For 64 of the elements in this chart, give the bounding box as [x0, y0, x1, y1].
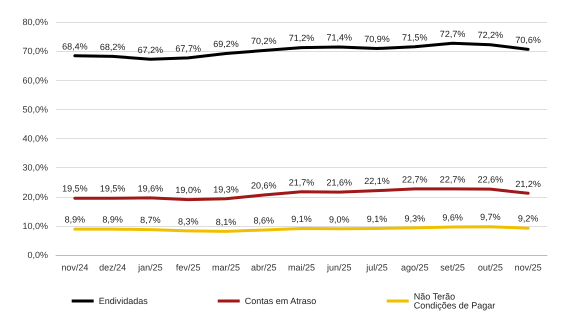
data-label: 20,6% [250, 180, 276, 191]
data-label: 9,2% [518, 214, 538, 224]
data-label: 68,4% [62, 41, 88, 52]
data-label: 71,2% [288, 33, 314, 44]
y-tick-label: 10,0% [22, 220, 48, 231]
data-label: 19,0% [175, 185, 201, 196]
x-tick-label: jun/25 [326, 262, 352, 272]
x-tick-label: nov/24 [61, 262, 88, 272]
data-label: 19,3% [213, 184, 239, 194]
x-tick-label: mai/25 [288, 262, 316, 272]
legend-label: Contas em Atraso [244, 296, 316, 306]
data-label: 19,5% [100, 184, 126, 194]
data-label: 72,2% [478, 30, 504, 40]
x-tick-label: ago/25 [401, 262, 429, 272]
data-label: 9,0% [329, 214, 350, 224]
x-tick-label: out/25 [478, 262, 503, 272]
data-label: 22,1% [364, 176, 390, 186]
data-label: 19,6% [138, 183, 164, 194]
data-label: 21,2% [515, 178, 541, 189]
data-label: 22,7% [402, 174, 428, 184]
data-label: 9,1% [291, 214, 312, 224]
data-label: 9,6% [442, 212, 463, 223]
legend-label: Não Terão Condições de Pagar [414, 292, 496, 310]
x-tick-label: fev/25 [176, 262, 200, 272]
data-label: 70,2% [250, 36, 276, 46]
y-tick-label: 30,0% [22, 162, 48, 173]
data-label: 21,6% [326, 178, 352, 188]
data-label: 8,1% [216, 216, 236, 227]
x-tick-label: jul/25 [365, 262, 388, 272]
data-label: 8,6% [253, 215, 274, 226]
data-label: 69,2% [213, 38, 239, 49]
x-tick-label: abr/25 [250, 262, 276, 272]
data-label: 9,7% [480, 212, 501, 222]
data-label: 8,3% [178, 216, 198, 226]
x-tick-label: nov/25 [514, 262, 542, 272]
x-tick-label: mar/25 [212, 262, 240, 272]
x-tick-label: set/25 [440, 262, 465, 272]
data-label: 22,6% [478, 174, 504, 185]
data-label: 9,1% [366, 214, 388, 224]
y-tick-label: 0,0% [27, 250, 48, 260]
data-label: 72,7% [440, 28, 466, 39]
y-tick-label: 70,0% [22, 46, 48, 56]
data-label: 67,7% [175, 43, 201, 54]
x-tick-label: jan/25 [137, 262, 163, 272]
y-tick-label: 50,0% [22, 104, 48, 114]
data-label: 19,5% [62, 184, 88, 194]
data-label: 8,9% [64, 214, 86, 225]
data-label: 68,2% [100, 42, 126, 52]
data-label: 70,6% [515, 34, 541, 45]
data-label: 21,7% [288, 177, 314, 188]
y-tick-label: 20,0% [22, 192, 48, 202]
data-label: 8,7% [140, 215, 161, 226]
data-label: 70,9% [364, 34, 390, 44]
y-tick-label: 80,0% [22, 17, 48, 27]
data-label: 9,3% [404, 213, 426, 224]
data-label: 8,9% [102, 214, 123, 225]
legend-label: Endividadas [98, 296, 148, 306]
x-tick-label: dez/24 [99, 262, 126, 272]
y-tick-label: 60,0% [22, 75, 48, 86]
data-label: 71,5% [402, 32, 428, 42]
data-label: 67,2% [138, 44, 164, 55]
data-label: 71,4% [326, 32, 352, 43]
y-tick-label: 40,0% [22, 134, 48, 144]
data-label: 22,7% [440, 174, 466, 184]
